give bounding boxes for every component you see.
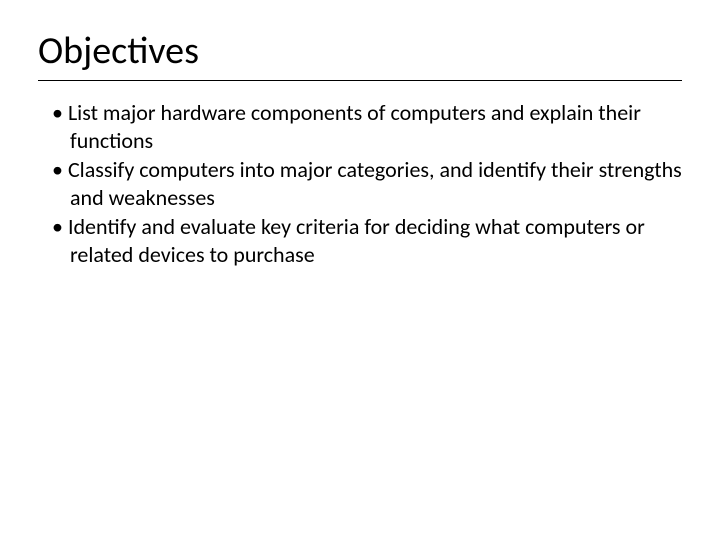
- bullet-item: Identify and evaluate key criteria for d…: [52, 213, 682, 268]
- bullet-item: Classify computers into major categories…: [52, 156, 682, 211]
- bullet-item: List major hardware components of comput…: [52, 99, 682, 154]
- title-divider: [38, 80, 682, 81]
- slide-container: Objectives List major hardware component…: [0, 0, 720, 298]
- bullet-list: List major hardware components of comput…: [38, 99, 682, 268]
- slide-title: Objectives: [38, 28, 682, 74]
